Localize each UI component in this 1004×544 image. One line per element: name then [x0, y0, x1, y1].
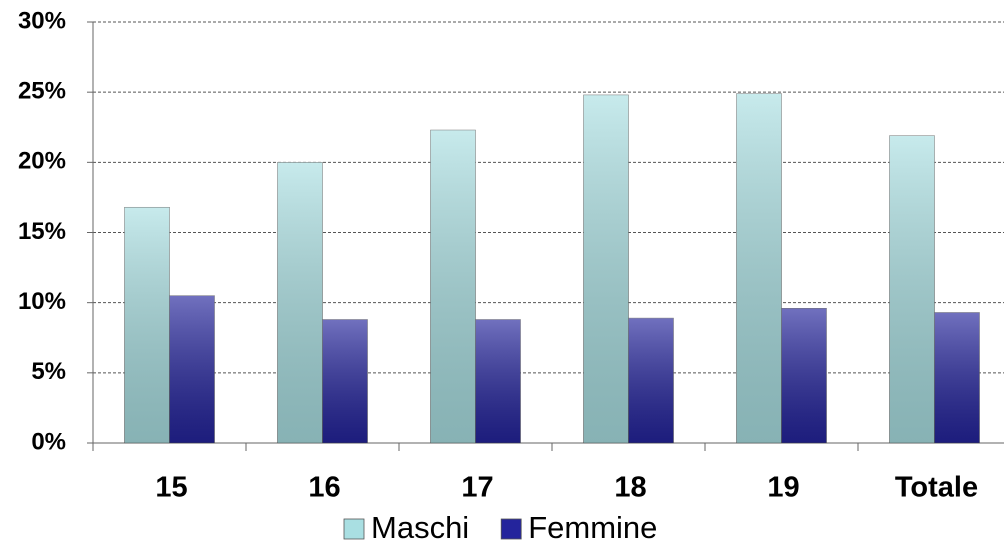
x-tick-label: 15 — [155, 472, 187, 504]
y-tick-label: 20% — [18, 148, 66, 175]
bar — [169, 295, 215, 444]
bar — [475, 319, 521, 444]
bar — [934, 312, 980, 444]
y-tick-label: 10% — [18, 288, 66, 315]
legend-label: Maschi — [371, 510, 469, 544]
x-tick-label: 19 — [767, 472, 799, 504]
y-tick-label: 0% — [31, 428, 66, 455]
y-tick-label: 30% — [18, 7, 66, 34]
bar — [628, 317, 674, 444]
bar — [583, 94, 629, 444]
bar — [430, 129, 476, 444]
x-tick-label: 18 — [614, 472, 646, 504]
y-tick-label: 5% — [31, 358, 66, 385]
x-tick-label: Totale — [895, 472, 978, 504]
bar — [889, 135, 935, 444]
bar — [124, 206, 170, 444]
x-tick-label: 16 — [308, 472, 340, 504]
bar — [322, 319, 368, 444]
legend-swatch — [343, 518, 365, 540]
legend-swatch — [500, 518, 522, 540]
legend-label: Femmine — [528, 510, 657, 544]
y-tick-label: 15% — [18, 218, 66, 245]
bar — [277, 162, 323, 444]
bar — [736, 93, 782, 444]
bar — [781, 308, 827, 444]
y-tick-label: 25% — [18, 78, 66, 105]
x-tick-label: 17 — [461, 472, 493, 504]
